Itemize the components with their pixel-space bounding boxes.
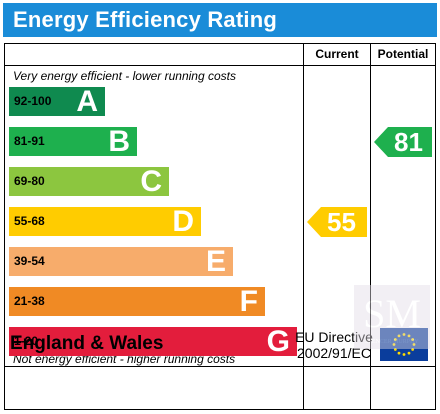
band-g: 1-20 G (9, 325, 297, 358)
band-range-label: 69-80 (14, 174, 45, 188)
title-bar: Energy Efficiency Rating (3, 3, 437, 37)
eu-star (402, 333, 406, 336)
band-range-label: 1-20 (14, 334, 39, 348)
eu-star (392, 343, 396, 346)
band-letter: F (239, 285, 258, 318)
band-range-label: 81-91 (14, 134, 45, 148)
potential-column-header: Potential (377, 47, 429, 61)
band-f: 21-38 F (9, 285, 265, 318)
footer-country: England & Wales (10, 333, 164, 354)
eu-directive: EU Directive 2002/91/EC (292, 329, 376, 361)
eu-star (397, 334, 401, 338)
band-range-label: 55-68 (14, 214, 45, 228)
eu-star (411, 348, 415, 351)
band-letter: D (172, 205, 194, 238)
eu-star (407, 351, 411, 355)
band-a: 92-100 A (9, 85, 105, 118)
top-caption: Very energy efficient - lower running co… (13, 69, 236, 83)
band-c: 69-80 C (9, 165, 169, 198)
band-letter: A (76, 85, 98, 118)
column-divider-current (303, 44, 304, 409)
page-title: Energy Efficiency Rating (13, 7, 277, 32)
header-divider (5, 65, 435, 66)
svg-text:SPENCER MURPHY: SPENCER MURPHY (365, 339, 419, 345)
band-letter: C (140, 165, 162, 198)
band-d: 55-68 D (9, 205, 201, 238)
footer-divider (5, 366, 435, 367)
eu-star (411, 338, 415, 341)
eu-star (393, 348, 397, 351)
eu-star (393, 338, 397, 341)
potential-arrow (374, 127, 432, 157)
band-range-label: 39-54 (14, 254, 45, 268)
band-range-label: 92-100 (14, 94, 52, 108)
svg-text:SM: SM (363, 291, 421, 336)
watermark-logo: SM SPENCER MURPHY (354, 285, 430, 349)
current-column-header: Current (315, 47, 359, 61)
current-value: 55 (327, 207, 356, 237)
eu-star (407, 334, 411, 338)
column-divider-potential (370, 44, 371, 409)
band-e: 39-54 E (9, 245, 233, 278)
band-range-label: 21-38 (14, 294, 45, 308)
band-b: 81-91 B (9, 125, 137, 158)
eu-star (412, 343, 416, 346)
eu-flag-icon (380, 328, 428, 361)
eu-star (402, 353, 406, 356)
potential-value: 81 (394, 127, 423, 157)
directive-line1: EU Directive (295, 329, 373, 345)
current-arrow (307, 207, 367, 237)
band-letter: G (266, 325, 290, 358)
eu-star (397, 351, 401, 355)
directive-line2: 2002/91/EC (297, 345, 371, 361)
rating-frame: Current Potential Very energy efficient … (4, 43, 436, 410)
band-letter: B (108, 125, 130, 158)
band-letter: E (205, 245, 226, 278)
